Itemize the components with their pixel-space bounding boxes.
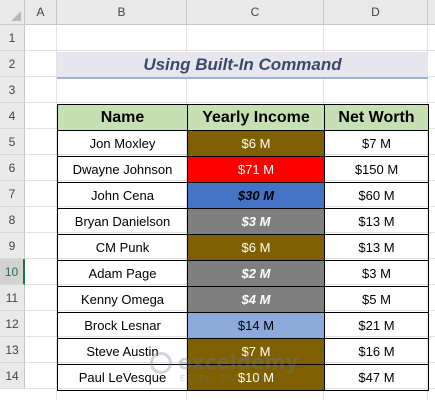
cell-name[interactable]: Bryan Danielson xyxy=(57,208,188,235)
table-body: Jon Moxley $6 M $7 M Dwayne Johnson $71 M $15… xyxy=(57,130,429,391)
cell-name[interactable]: Dwayne Johnson xyxy=(57,156,188,183)
row-header-11[interactable]: 11 xyxy=(0,285,25,311)
cell-yearly-income[interactable]: $3 M xyxy=(187,208,325,235)
select-all-icon xyxy=(11,11,21,21)
grid-line xyxy=(25,102,435,103)
cell-net-worth[interactable]: $13 M xyxy=(324,208,429,235)
row-header-14[interactable]: 14 xyxy=(0,363,25,389)
header-yearly-income[interactable]: Yearly Income xyxy=(187,104,325,131)
select-all-corner[interactable] xyxy=(0,0,25,25)
column-header-d[interactable]: D xyxy=(324,0,428,25)
row-header-3[interactable]: 3 xyxy=(0,77,25,103)
grid-line xyxy=(56,25,57,400)
row-header-1[interactable]: 1 xyxy=(0,25,25,51)
row-header-6[interactable]: 6 xyxy=(0,155,25,181)
cell-yearly-income[interactable]: $7 M xyxy=(187,338,325,365)
table-row: Kenny Omega $4 M $5 M xyxy=(57,286,429,313)
cell-yearly-income[interactable]: $2 M xyxy=(187,260,325,287)
data-table: Name Yearly Income Net Worth Jon Moxley $… xyxy=(57,104,429,391)
table-row: CM Punk $6 M $13 M xyxy=(57,234,429,261)
cell-name[interactable]: Paul LeVesque xyxy=(57,364,188,391)
table-row: Dwayne Johnson $71 M $150 M xyxy=(57,156,429,183)
column-header-c[interactable]: C xyxy=(187,0,324,25)
table-header-row: Name Yearly Income Net Worth xyxy=(57,104,429,131)
cell-name[interactable]: John Cena xyxy=(57,182,188,209)
header-name[interactable]: Name xyxy=(57,104,188,131)
row-header-7[interactable]: 7 xyxy=(0,181,25,207)
cell-net-worth[interactable]: $21 M xyxy=(324,312,429,339)
column-header-b[interactable]: B xyxy=(57,0,187,25)
grid-line xyxy=(25,50,435,51)
cell-net-worth[interactable]: $60 M xyxy=(324,182,429,209)
row-header-5[interactable]: 5 xyxy=(0,129,25,155)
table-row: Steve Austin $7 M $16 M xyxy=(57,338,429,365)
cell-name[interactable]: Adam Page xyxy=(57,260,188,287)
table-row: John Cena $30 M $60 M xyxy=(57,182,429,209)
cell-name[interactable]: Brock Lesnar xyxy=(57,312,188,339)
header-net-worth[interactable]: Net Worth xyxy=(324,104,429,131)
cell-yearly-income[interactable]: $10 M xyxy=(187,364,325,391)
row-header-2[interactable]: 2 xyxy=(0,51,25,77)
cell-name[interactable]: Steve Austin xyxy=(57,338,188,365)
cell-yearly-income[interactable]: $71 M xyxy=(187,156,325,183)
cell-net-worth[interactable]: $3 M xyxy=(324,260,429,287)
cell-net-worth[interactable]: $7 M xyxy=(324,130,429,157)
row-header-4[interactable]: 4 xyxy=(0,103,25,129)
row-header-10[interactable]: 10 xyxy=(0,259,25,285)
cell-yearly-income[interactable]: $14 M xyxy=(187,312,325,339)
cell-yearly-income[interactable]: $6 M xyxy=(187,234,325,261)
row-header-9[interactable]: 9 xyxy=(0,233,25,259)
sheet-title[interactable]: Using Built-In Command xyxy=(57,52,428,79)
row-header-13[interactable]: 13 xyxy=(0,337,25,363)
cell-net-worth[interactable]: $150 M xyxy=(324,156,429,183)
table-row: Paul LeVesque $10 M $47 M xyxy=(57,364,429,391)
cell-yearly-income[interactable]: $6 M xyxy=(187,130,325,157)
cell-name[interactable]: Jon Moxley xyxy=(57,130,188,157)
cell-net-worth[interactable]: $5 M xyxy=(324,286,429,313)
cell-yearly-income[interactable]: $30 M xyxy=(187,182,325,209)
table-row: Brock Lesnar $14 M $21 M xyxy=(57,312,429,339)
cell-net-worth[interactable]: $13 M xyxy=(324,234,429,261)
column-header-e[interactable] xyxy=(428,0,435,25)
cell-name[interactable]: Kenny Omega xyxy=(57,286,188,313)
cell-name[interactable]: CM Punk xyxy=(57,234,188,261)
cell-yearly-income[interactable]: $4 M xyxy=(187,286,325,313)
row-header-12[interactable]: 12 xyxy=(0,311,25,337)
row-header-8[interactable]: 8 xyxy=(0,207,25,233)
column-header-a[interactable]: A xyxy=(25,0,57,25)
table-row: Adam Page $2 M $3 M xyxy=(57,260,429,287)
table-row: Jon Moxley $6 M $7 M xyxy=(57,130,429,157)
cell-net-worth[interactable]: $16 M xyxy=(324,338,429,365)
cell-net-worth[interactable]: $47 M xyxy=(324,364,429,391)
table-row: Bryan Danielson $3 M $13 M xyxy=(57,208,429,235)
